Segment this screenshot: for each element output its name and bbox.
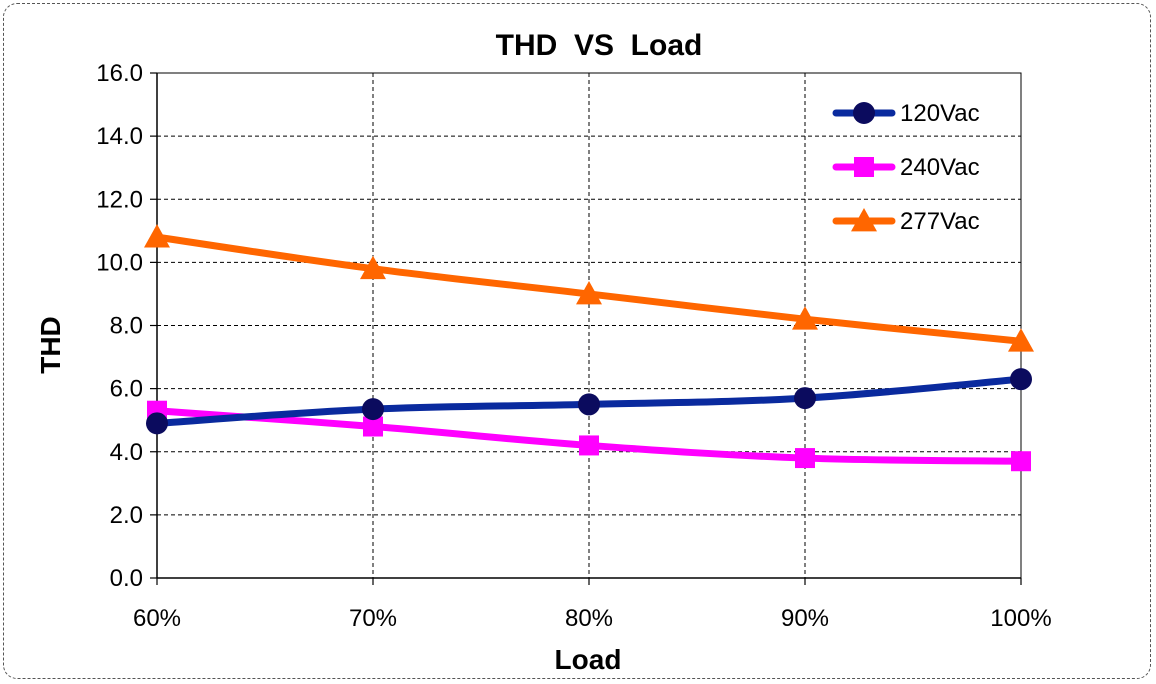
y-axis-label: THD — [35, 316, 66, 374]
y-tick-label: 12.0 — [96, 186, 143, 213]
data-point-120Vac-80% — [578, 393, 600, 416]
series-277Vac — [144, 224, 1034, 352]
tick-labels: 0.0 2.0 4.0 6.0 8.0 10.0 12.0 14.0 16.0 60% 70% 80%… — [96, 60, 1051, 632]
legend-label: 277Vac — [900, 208, 980, 235]
data-point-120Vac-90% — [794, 387, 816, 410]
data-point-277Vac-60% — [144, 224, 170, 248]
y-tick-label: 16.0 — [96, 60, 143, 87]
chart-title: THD VS Load — [496, 29, 703, 62]
x-tick-label: 90% — [781, 605, 829, 632]
x-tick-label: 80% — [565, 605, 613, 632]
series-120Vac — [146, 368, 1032, 435]
y-tick-label: 2.0 — [110, 502, 143, 529]
legend-item-277Vac: 277Vac — [832, 208, 980, 235]
axes — [150, 72, 1022, 585]
y-tick-label: 0.0 — [110, 565, 143, 592]
x-tick-label: 70% — [349, 605, 397, 632]
data-point-277Vac-70% — [360, 255, 386, 280]
data-point-240Vac-100% — [1011, 451, 1031, 472]
data-point-277Vac-90% — [792, 306, 818, 330]
y-tick-label: 6.0 — [110, 376, 143, 403]
legend-item-120Vac: 120Vac — [832, 100, 980, 127]
data-point-277Vac-100% — [1008, 328, 1034, 352]
legend-marker — [854, 157, 874, 177]
data-point-240Vac-90% — [795, 448, 815, 469]
legend-label: 120Vac — [900, 100, 980, 127]
legend: 120Vac 240Vac 277Vac — [832, 100, 980, 235]
y-tick-label: 14.0 — [96, 123, 143, 150]
legend-item-240Vac: 240Vac — [832, 154, 980, 181]
x-tick-label: 60% — [133, 605, 181, 632]
chart-frame — [3, 3, 1151, 679]
y-tick-label: 4.0 — [110, 439, 143, 466]
data-point-277Vac-80% — [576, 280, 602, 305]
data-point-120Vac-70% — [362, 398, 384, 421]
y-tick-label: 8.0 — [110, 313, 143, 340]
x-tick-label: 100% — [990, 605, 1051, 632]
legend-marker — [851, 208, 877, 232]
data-point-240Vac-70% — [363, 416, 383, 437]
x-axis-label: Load — [555, 644, 622, 675]
data-point-240Vac-80% — [579, 435, 599, 456]
y-tick-label: 10.0 — [96, 249, 143, 276]
legend-label: 240Vac — [900, 154, 980, 181]
data-point-120Vac-60% — [146, 412, 168, 435]
data-point-120Vac-100% — [1010, 368, 1032, 391]
series-layer — [144, 224, 1034, 472]
legend-marker — [853, 102, 875, 124]
